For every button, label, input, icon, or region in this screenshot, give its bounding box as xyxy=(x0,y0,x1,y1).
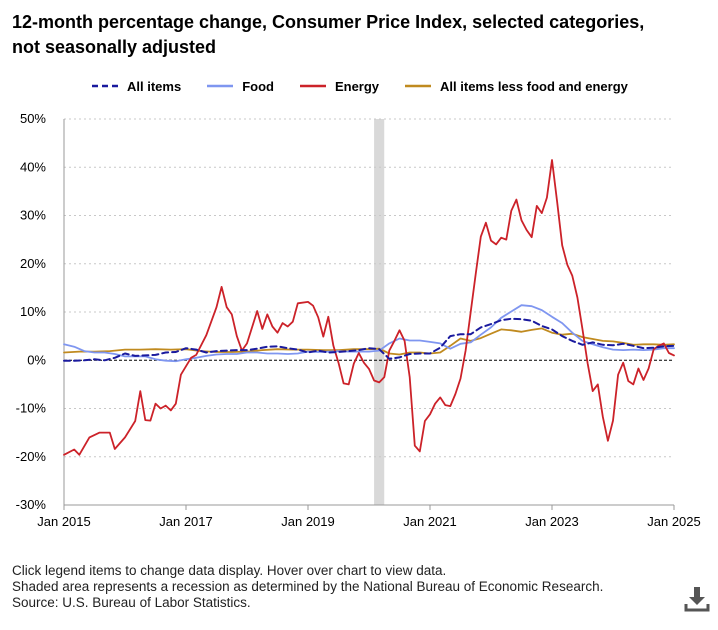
chart-title-line-2: not seasonally adjusted xyxy=(12,37,217,57)
chart-footnotes: Click legend items to change data displa… xyxy=(12,563,603,611)
y-tick-label: -30% xyxy=(16,497,47,512)
series-line-all-items xyxy=(63,317,675,362)
download-icon-glyph xyxy=(684,587,710,612)
y-tick-label: 0% xyxy=(27,352,46,367)
series-line-energy xyxy=(63,159,675,456)
x-tick-label: Jan 2021 xyxy=(403,514,457,529)
x-tick-label: Jan 2025 xyxy=(647,514,701,529)
y-tick-label: 50% xyxy=(20,111,46,126)
legend-item-core[interactable]: All items less food and energy xyxy=(405,79,628,94)
y-tick-label: 10% xyxy=(20,304,46,319)
y-tick-label: 30% xyxy=(20,208,46,223)
legend-item-energy[interactable]: Energy xyxy=(299,78,380,94)
cpi-line-chart[interactable]: 50% 40% 30% 20% 10% 0% -10% -20% -30% Jan 2015 Jan… xyxy=(0,100,718,540)
legend-item-all-items[interactable]: All items xyxy=(92,79,181,94)
x-tick-label: Jan 2015 xyxy=(37,514,91,529)
y-tick-label: 20% xyxy=(20,256,46,271)
download-icon[interactable] xyxy=(683,585,711,613)
legend-label-core: All items less food and energy xyxy=(440,78,628,94)
footnote-instructions: Click legend items to change data displa… xyxy=(12,563,447,578)
legend-item-food[interactable]: Food xyxy=(207,79,274,94)
y-tick-label: -10% xyxy=(16,401,47,416)
series-line-food xyxy=(63,304,675,363)
legend-swatch-energy xyxy=(299,84,326,88)
chart-legend: All items Food Energy All items less foo… xyxy=(92,76,654,96)
footnote-recession: Shaded area represents a recession as de… xyxy=(12,579,604,594)
chart-title: 12-month percentage change, Consumer Pri… xyxy=(12,10,702,60)
legend-label-food: Food xyxy=(242,78,274,94)
y-tick-label: 40% xyxy=(20,159,46,174)
chart-title-line-1: 12-month percentage change, Consumer Pri… xyxy=(12,12,645,32)
footnote-source: Source: U.S. Bureau of Labor Statistics. xyxy=(12,595,251,610)
x-tick-label: Jan 2017 xyxy=(159,514,213,529)
legend-swatch-all-items xyxy=(92,84,118,88)
y-tick-label: -20% xyxy=(16,449,47,464)
x-tick-label: Jan 2023 xyxy=(525,514,579,529)
legend-swatch-food xyxy=(207,84,234,88)
legend-swatch-core xyxy=(405,84,432,88)
legend-label-energy: Energy xyxy=(334,78,380,94)
legend-label-all-items: All items xyxy=(127,78,182,94)
x-tick-label: Jan 2019 xyxy=(281,514,335,529)
